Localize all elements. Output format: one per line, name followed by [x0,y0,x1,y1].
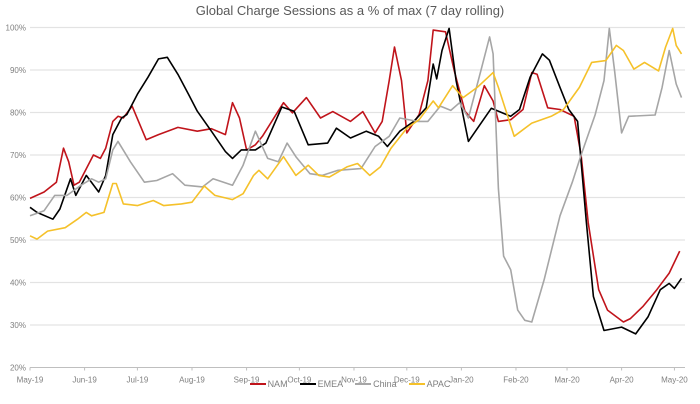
x-tick-label: Mar-20 [554,376,580,385]
legend-item-nam: NAM [249,379,288,389]
legend-item-apac: APAC [408,379,451,389]
x-axis: May-19 Jun-19 Jul-19 Aug-19 Sep-19 Oct-19 Nov-… [17,367,688,385]
series-lines [29,27,683,335]
x-tick-label: May-19 [17,376,44,385]
y-tick-label: 20% [10,364,26,373]
x-tick-label: May-20 [661,376,688,385]
y-tick-label: 90% [10,66,26,75]
legend-label: China [373,379,397,389]
legend: NAM EMEA China APAC [0,379,700,389]
legend-swatch [299,383,316,385]
y-tick-label: 60% [10,194,26,203]
legend-label: EMEA [317,379,344,389]
y-tick-label: 80% [10,109,26,118]
x-tick-label: Feb-20 [503,376,529,385]
x-tick-label: Oct-19 [287,376,312,385]
y-tick-label: 40% [10,279,26,288]
series-line-nam [29,29,681,323]
series-line-emea [29,27,683,335]
y-tick-label: 30% [10,321,26,330]
series-line-apac [29,27,683,240]
x-tick-label: Jun-19 [72,376,97,385]
x-tick-label: Jan-20 [449,376,474,385]
x-tick-label: Sep-19 [234,376,260,385]
legend-label: APAC [426,379,451,389]
y-tick-label: 50% [10,236,26,245]
x-tick-label: Dec-19 [394,376,420,385]
x-tick-label: Apr-20 [610,376,635,385]
x-tick-label: Jul-19 [127,376,149,385]
y-axis: 20% 30% 40% 50% 60% 70% 80% 90% 100% [6,24,26,373]
legend-item-emea: EMEA [299,379,344,389]
x-tick-label: Nov-19 [341,376,367,385]
legend-swatch [408,383,425,385]
series-line-china [29,27,683,323]
legend-label: NAM [267,379,288,389]
y-tick-label: 70% [10,151,26,160]
gridlines [30,26,685,368]
chart-title: Global Charge Sessions as a % of max (7 … [196,3,505,18]
legend-swatch [249,383,266,385]
y-tick-label: 100% [6,24,26,33]
legend-swatch [355,383,372,385]
legend-item-china: China [355,379,397,389]
x-tick-label: Aug-19 [179,376,205,385]
